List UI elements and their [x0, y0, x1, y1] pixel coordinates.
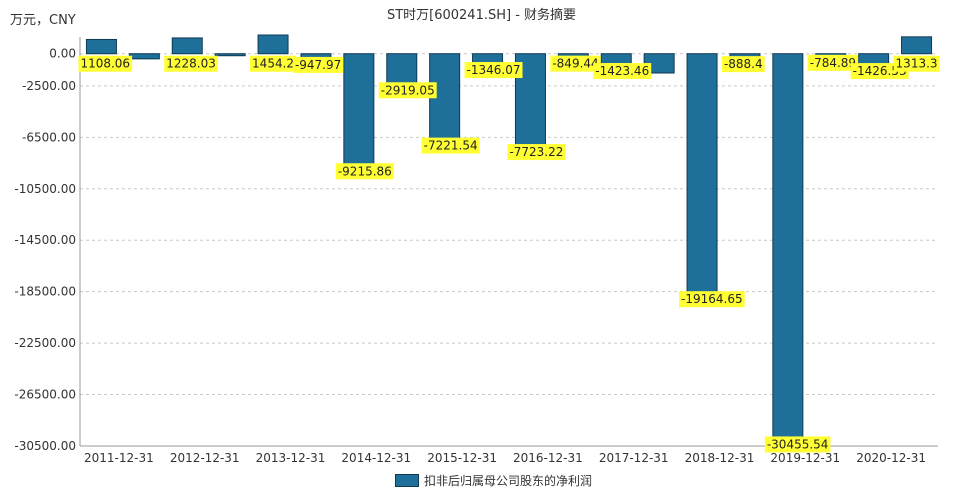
data-label-text: -30455.54	[767, 437, 829, 451]
bar[interactable]	[128, 53, 160, 60]
x-tick-label: 2019-12-31	[770, 451, 840, 465]
y-tick-label: -18500.00	[14, 285, 76, 299]
data-label-text: -7723.22	[509, 145, 563, 159]
data-label: 1108.06	[78, 55, 133, 72]
bar[interactable]	[901, 36, 933, 55]
data-label: -1346.07	[464, 62, 523, 79]
data-label-background	[807, 54, 859, 71]
bar[interactable]	[85, 38, 117, 55]
data-label-background	[550, 55, 601, 72]
data-label-background	[507, 144, 566, 161]
data-label-text: -849.44	[552, 57, 598, 71]
data-label-background	[721, 56, 765, 73]
data-label-text: -784.89	[810, 56, 856, 70]
chart-title: ST时万[600241.SH] - 财务摘要	[386, 8, 577, 23]
data-label-background	[378, 82, 437, 99]
data-label-background	[679, 291, 745, 308]
data-label: -849.44	[550, 55, 601, 72]
bar[interactable]	[343, 53, 375, 173]
data-label-text: 1313.3	[896, 57, 938, 71]
data-label-background	[78, 55, 133, 72]
y-tick-label: -2500.00	[22, 79, 76, 93]
data-label-background	[292, 56, 344, 73]
data-label-text: -9215.86	[338, 164, 392, 178]
x-tick-label: 2017-12-31	[599, 451, 669, 465]
data-label-text: 1108.06	[80, 57, 130, 71]
y-tick-label: -30500.00	[14, 439, 76, 453]
data-label-background	[250, 55, 297, 72]
data-label-background	[164, 55, 218, 72]
data-label-text: -19164.65	[681, 292, 743, 306]
data-label: -888.4	[721, 56, 765, 73]
bar[interactable]	[429, 53, 461, 148]
data-label: -1423.46	[593, 63, 652, 80]
data-label: -2919.05	[378, 82, 437, 99]
data-label: -7723.22	[507, 144, 566, 161]
data-labels: 1108.06 1228.03 1454.2 -947.97 -9215.86 -2919…	[78, 54, 940, 453]
x-tick-label: 2011-12-31	[84, 451, 154, 465]
data-label-text: -7221.54	[424, 139, 478, 153]
data-label: 1228.03	[164, 55, 218, 72]
legend[interactable]: 扣非后归属母公司股东的净利润	[395, 472, 592, 489]
data-label-background	[893, 55, 940, 72]
bar[interactable]	[214, 53, 246, 57]
data-label-text: -888.4	[724, 57, 763, 71]
y-tick-label: -6500.00	[22, 130, 76, 144]
data-label: 1454.2	[250, 55, 297, 72]
data-label-background	[421, 137, 480, 154]
bar[interactable]	[171, 37, 203, 55]
bar[interactable]	[772, 53, 804, 446]
y-tick-label: -10500.00	[14, 182, 76, 196]
y-unit-label: 万元，CNY	[10, 13, 76, 28]
x-tick-label: 2012-12-31	[170, 451, 240, 465]
data-label-text: 1228.03	[166, 57, 216, 71]
data-label-text: -1346.07	[467, 63, 521, 77]
data-label-text: 1454.2	[252, 57, 294, 71]
x-tick-label: 2013-12-31	[256, 451, 326, 465]
y-tick-label: -26500.00	[14, 388, 76, 402]
data-label-text: -1423.46	[595, 64, 649, 78]
y-tick-label: -14500.00	[14, 233, 76, 247]
data-label: 1313.3	[893, 55, 940, 72]
y-tick-label: 0.00	[49, 47, 76, 61]
y-tick-label: -22500.00	[14, 336, 76, 350]
data-label: -30455.54	[764, 436, 831, 453]
x-tick-label: 2018-12-31	[685, 451, 755, 465]
x-tick-label: 2016-12-31	[513, 451, 583, 465]
y-axis: 0.00 -2500.00 -6500.00 -10500.00 -14500.00 -1…	[14, 47, 76, 453]
data-label-background	[764, 436, 831, 453]
data-label-background	[464, 62, 523, 79]
x-tick-label: 2020-12-31	[856, 451, 926, 465]
bar[interactable]	[257, 34, 289, 55]
data-label-text: -2919.05	[381, 83, 435, 97]
x-axis: 2011-12-31 2012-12-31 2013-12-31 2014-12-31…	[84, 451, 926, 465]
data-label: -9215.86	[335, 163, 394, 180]
gridlines	[79, 37, 938, 447]
data-label: -947.97	[292, 56, 344, 73]
legend-swatch	[395, 474, 419, 487]
data-label-background	[593, 63, 652, 80]
data-label-text: -947.97	[295, 58, 341, 72]
data-label-text: -1426.53	[853, 64, 907, 78]
x-tick-label: 2014-12-31	[341, 451, 411, 465]
bar[interactable]	[686, 53, 718, 301]
data-label: -784.89	[807, 54, 859, 71]
legend-label: 扣非后归属母公司股东的净利润	[424, 474, 593, 488]
data-label: -19164.65	[679, 291, 745, 308]
x-tick-label: 2015-12-31	[427, 451, 497, 465]
data-label: -7221.54	[421, 137, 480, 154]
data-label-background	[335, 163, 394, 180]
